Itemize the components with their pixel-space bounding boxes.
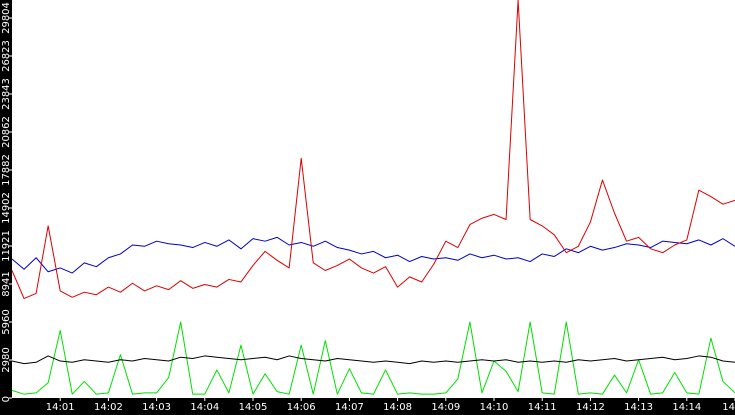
x-tick-label: 14:02 [94, 402, 123, 413]
x-axis-band [0, 398, 735, 415]
y-tick-label: 23843 [1, 78, 12, 110]
series-line [11, 321, 735, 395]
x-tick-label: 14:04 [190, 402, 219, 413]
x-tick-label: 14:01 [46, 402, 75, 413]
y-tick-label: 8941 [1, 271, 12, 296]
y-axis-band [0, 0, 12, 415]
x-tick-label: 14:08 [383, 402, 412, 413]
y-tick-label: 2980 [1, 347, 12, 372]
y-tick-label: 17882 [1, 154, 12, 186]
series-line [11, 355, 735, 365]
series-line [11, 0, 735, 300]
y-tick-label: 14902 [1, 192, 12, 224]
x-tick-label: 14:09 [431, 402, 460, 413]
y-tick-label: 5960 [1, 309, 12, 334]
x-tick-label: 14 [722, 402, 735, 413]
series-line [11, 236, 735, 274]
y-tick-label: 0 [1, 396, 12, 402]
x-tick-label: 14:06 [287, 402, 316, 413]
x-tick-label: 14:13 [624, 402, 653, 413]
x-tick-label: 14:12 [576, 402, 605, 413]
y-tick-label: 11921 [1, 230, 12, 262]
x-tick-label: 14:03 [142, 402, 171, 413]
x-tick-label: 14:10 [480, 402, 509, 413]
y-tick-label: 26823 [1, 40, 12, 72]
x-tick-label: 14:14 [672, 402, 701, 413]
y-tick-label: 29804 [1, 2, 12, 34]
x-tick-label: 14:05 [239, 402, 268, 413]
y-tick-label: 20862 [1, 116, 12, 148]
x-tick-label: 14:07 [335, 402, 364, 413]
x-tick-label: 14:11 [528, 402, 557, 413]
